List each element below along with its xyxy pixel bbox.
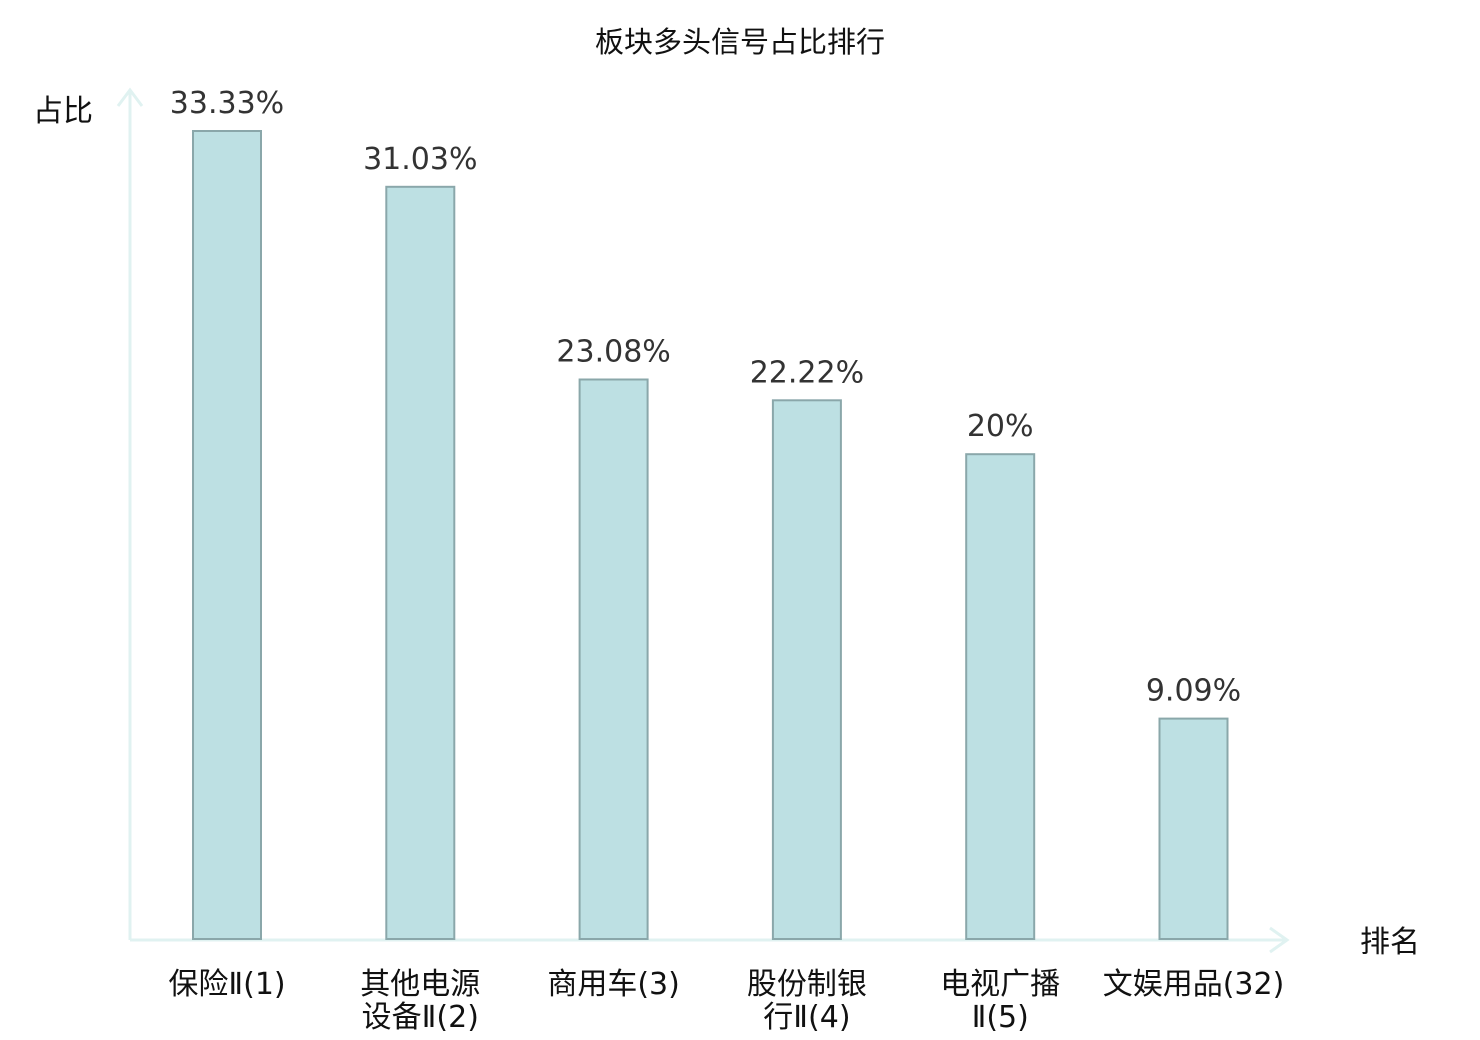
data-label-5: 20%	[967, 409, 1034, 444]
x-tick-label-6: 文娱用品(32)	[1103, 967, 1285, 1002]
x-tick-label-1: 保险Ⅱ(1)	[168, 967, 285, 1002]
bar-4	[771, 399, 842, 940]
x-tick-label-3: 商用车(3)	[547, 967, 680, 1002]
x-axis-label: 排名	[1360, 925, 1420, 960]
x-tick-label-5: 电视广播 Ⅱ(5)	[940, 967, 1060, 1035]
data-label-1: 33.33%	[170, 86, 284, 121]
bar-1	[192, 130, 262, 940]
bar-3	[578, 378, 649, 940]
bar-6	[1158, 717, 1229, 940]
y-axis-arrow-icon	[116, 87, 144, 107]
bar-2	[385, 185, 456, 941]
data-label-6: 9.09%	[1146, 674, 1241, 709]
y-axis-label: 占比	[33, 94, 93, 129]
data-label-2: 31.03%	[363, 142, 477, 177]
x-tick-label-4: 股份制银行Ⅱ(4)	[747, 967, 867, 1035]
bar-5	[965, 453, 1036, 940]
data-label-3: 23.08%	[556, 335, 670, 370]
bar-series: 33.33% 保险Ⅱ(1) 31.03% 其他电源设备Ⅱ(2) 23.08% 商用车(3)…	[168, 86, 1284, 1035]
data-label-4: 22.22%	[750, 355, 864, 390]
x-tick-label-2: 其他电源设备Ⅱ(2)	[360, 967, 480, 1035]
x-axis-arrow-icon	[1269, 926, 1290, 954]
chart-title: 板块多头信号占比排行	[595, 25, 885, 59]
